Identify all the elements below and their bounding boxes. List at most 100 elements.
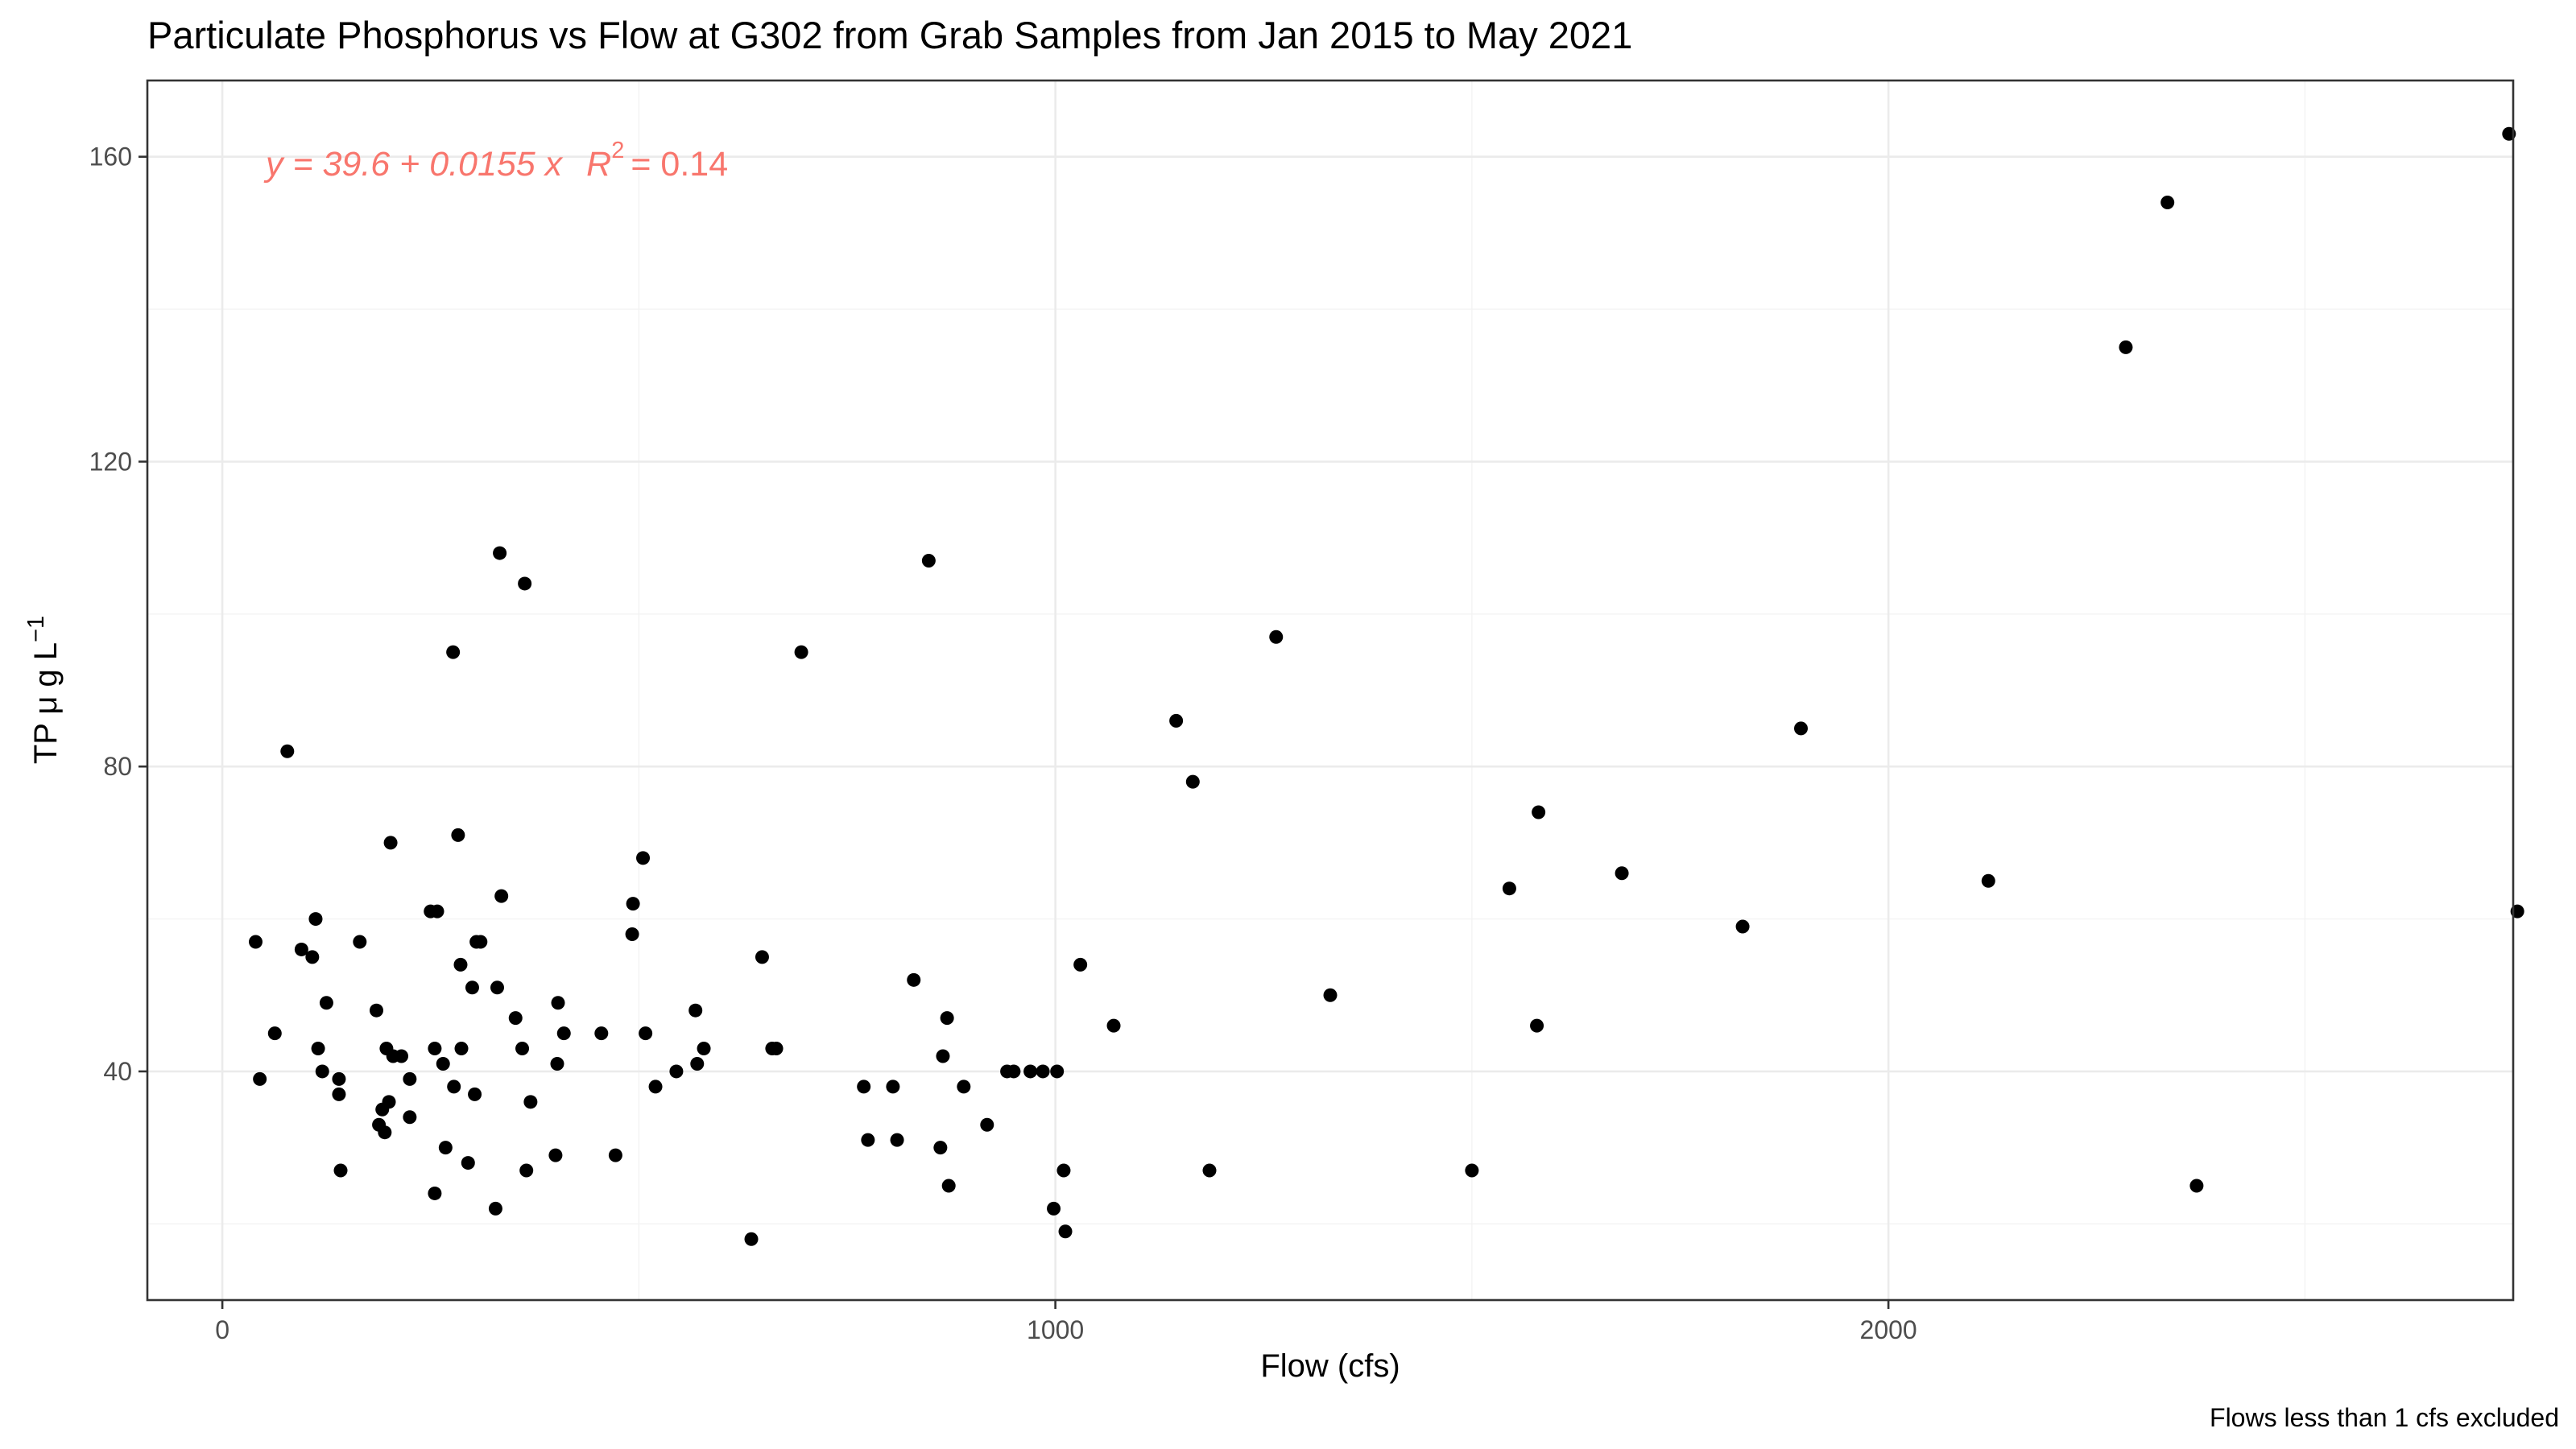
data-point <box>332 1071 346 1086</box>
data-point <box>551 996 565 1010</box>
data-point <box>488 1201 502 1216</box>
data-point <box>548 1148 563 1162</box>
data-point <box>1023 1064 1038 1079</box>
data-point <box>957 1080 971 1094</box>
data-point <box>518 576 532 591</box>
data-point <box>447 1080 461 1094</box>
data-point <box>688 1003 703 1018</box>
data-point <box>353 935 367 949</box>
data-point <box>1047 1201 1061 1216</box>
equation-text: y = 39.6 + 0.0155 x <box>263 145 564 184</box>
data-point <box>1106 1018 1121 1033</box>
data-point <box>1502 881 1516 896</box>
data-point <box>697 1042 711 1056</box>
data-point <box>890 1133 904 1147</box>
data-point <box>468 1087 482 1101</box>
data-point <box>669 1064 684 1079</box>
data-point <box>1185 774 1200 789</box>
y-axis-title: TP μ g L−1 <box>23 616 64 764</box>
data-point <box>438 1141 453 1155</box>
data-point <box>490 980 504 995</box>
data-point <box>332 1087 346 1101</box>
data-point <box>755 950 769 964</box>
data-point <box>1530 1018 1544 1033</box>
x-tick-label: 1000 <box>1027 1315 1084 1344</box>
data-point <box>494 889 509 903</box>
data-point <box>403 1071 417 1086</box>
data-point <box>383 836 398 850</box>
data-point <box>1615 866 1629 881</box>
data-point <box>556 1026 571 1041</box>
data-point <box>473 935 488 949</box>
data-point <box>594 1026 609 1041</box>
data-point <box>625 927 639 941</box>
y-axis: 40 80 120 160 <box>89 142 147 1086</box>
data-point <box>1007 1064 1021 1079</box>
data-point <box>1036 1064 1050 1079</box>
x-axis-title: Flow (cfs) <box>1260 1348 1400 1384</box>
y-tick-label: 40 <box>103 1057 132 1086</box>
r2-superscript: 2 <box>611 138 624 163</box>
y-tick-label: 120 <box>89 447 132 476</box>
y-tick-label: 80 <box>103 752 132 781</box>
data-point <box>248 935 263 949</box>
data-point <box>453 957 468 972</box>
data-point <box>1269 630 1284 644</box>
data-point <box>523 1095 538 1109</box>
caption: Flows less than 1 cfs excluded <box>2210 1403 2559 1432</box>
data-point <box>428 1186 442 1200</box>
data-point <box>333 1163 348 1178</box>
data-point <box>1169 713 1184 728</box>
data-point <box>1050 1064 1065 1079</box>
data-point <box>2189 1179 2204 1193</box>
y-axis-title-superscript: −1 <box>23 616 49 642</box>
r2-label: R <box>586 145 611 184</box>
y-axis-title-base: TP μ g L <box>28 642 64 764</box>
data-point <box>1981 873 1995 888</box>
data-point <box>921 554 936 568</box>
data-point <box>382 1095 396 1109</box>
data-point <box>1735 919 1750 934</box>
data-point <box>446 645 461 659</box>
data-point <box>2160 196 2175 209</box>
data-point <box>308 912 323 927</box>
data-point <box>508 1011 523 1026</box>
data-point <box>395 1049 409 1063</box>
data-point <box>1058 1224 1073 1239</box>
data-point <box>648 1080 663 1094</box>
data-point <box>253 1071 267 1086</box>
data-point <box>886 1080 900 1094</box>
data-point <box>608 1148 622 1162</box>
data-point <box>1323 988 1338 1002</box>
data-point <box>1202 1163 1217 1178</box>
data-point <box>907 972 921 987</box>
data-point <box>280 744 295 758</box>
data-point <box>636 851 651 865</box>
data-point <box>1465 1163 1479 1178</box>
data-point <box>493 546 507 560</box>
x-tick-label: 0 <box>215 1315 229 1344</box>
data-point <box>454 1042 469 1056</box>
data-point <box>294 942 308 956</box>
data-point <box>2119 340 2133 354</box>
data-point <box>315 1064 329 1079</box>
data-point <box>428 1042 442 1056</box>
grid <box>147 80 2513 1300</box>
x-tick-label: 2000 <box>1860 1315 1917 1344</box>
data-point <box>933 1141 948 1155</box>
data-point <box>639 1026 653 1041</box>
data-point <box>980 1117 994 1132</box>
data-point <box>519 1163 534 1178</box>
data-point <box>369 1003 383 1018</box>
data-point <box>1532 805 1546 819</box>
data-point <box>430 904 444 919</box>
r2-value: = 0.14 <box>631 145 728 184</box>
x-axis: 0 1000 2000 <box>215 1300 1917 1344</box>
data-points <box>248 126 2524 1246</box>
data-point <box>515 1042 530 1056</box>
data-point <box>941 1179 956 1193</box>
y-tick-label: 160 <box>89 142 132 171</box>
data-point <box>794 645 808 659</box>
chart-title: Particulate Phosphorus vs Flow at G302 f… <box>147 14 1632 56</box>
